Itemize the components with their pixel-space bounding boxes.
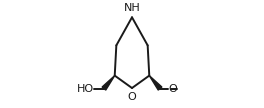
Text: HO: HO — [77, 84, 94, 94]
Polygon shape — [102, 76, 115, 90]
Text: O: O — [168, 84, 177, 94]
Polygon shape — [149, 76, 162, 90]
Text: NH: NH — [124, 3, 140, 13]
Text: O: O — [128, 92, 136, 102]
